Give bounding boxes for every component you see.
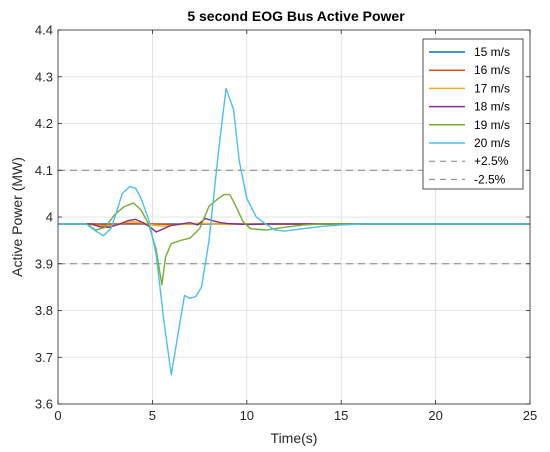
x-tick-label: 5 (149, 408, 156, 423)
legend-label: 18 m/s (474, 100, 510, 114)
legend-box (422, 38, 524, 190)
x-tick-label: 10 (240, 408, 254, 423)
legend-label: +2.5% (474, 154, 509, 168)
y-tick-label: 3.6 (35, 397, 53, 412)
legend-label: 16 m/s (474, 63, 510, 77)
legend-label: 20 m/s (474, 136, 510, 150)
legend-items: 15 m/s 16 m/s 17 m/s 18 m/s 19 m/s 20 m/s +2.5… (429, 45, 510, 186)
legend-label: 15 m/s (474, 45, 510, 59)
legend: 15 m/s 16 m/s 17 m/s 18 m/s 19 m/s 20 m/s +2.5… (422, 38, 524, 190)
x-tick-label: 20 (428, 408, 442, 423)
legend-label: 19 m/s (474, 118, 510, 132)
x-tick-label: 0 (54, 408, 61, 423)
x-tick-label: 25 (523, 408, 537, 423)
y-tick-label: 3.8 (35, 303, 53, 318)
series-line-4 (58, 193, 530, 286)
ticks: 0 5 10 15 20 25 3.6 3.7 3.8 3.9 4 4.1 4.2 4.3 4.4 (35, 23, 537, 424)
y-tick-label: 3.9 (35, 256, 53, 271)
reference-lines (58, 169, 530, 265)
y-tick-label: 4.1 (35, 163, 53, 178)
legend-label: 17 m/s (474, 81, 510, 95)
chart-title: 5 second EOG Bus Active Power (187, 8, 405, 24)
x-axis-label: Time(s) (271, 430, 318, 446)
series-line-3 (58, 217, 530, 233)
y-axis-label: Active Power (MW) (9, 157, 25, 277)
series-lines (58, 87, 530, 376)
y-tick-label: 4 (46, 210, 53, 225)
legend-label: -2.5% (474, 172, 506, 186)
y-tick-label: 3.7 (35, 350, 53, 365)
series-line-5 (58, 87, 530, 376)
y-tick-label: 4.2 (35, 116, 53, 131)
x-tick-label: 15 (334, 408, 348, 423)
y-tick-label: 4.3 (35, 69, 53, 84)
y-tick-label: 4.4 (35, 23, 53, 38)
